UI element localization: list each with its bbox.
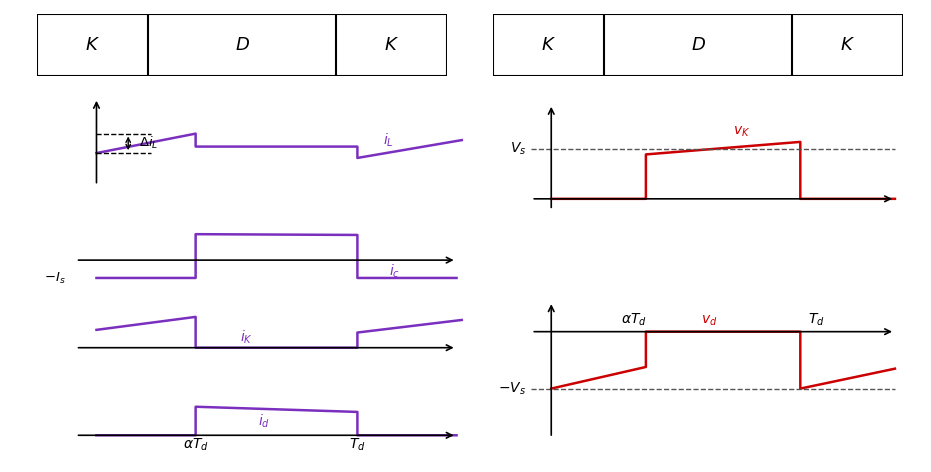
Text: $K$: $K$ <box>541 36 556 54</box>
Text: $\alpha T_d$: $\alpha T_d$ <box>182 437 209 453</box>
Text: $\Delta i_L$: $\Delta i_L$ <box>139 135 158 152</box>
Text: $v_K$: $v_K$ <box>733 125 750 139</box>
Text: $K$: $K$ <box>385 36 399 54</box>
Text: $\alpha T_d$: $\alpha T_d$ <box>620 312 646 328</box>
Text: $K$: $K$ <box>85 36 100 54</box>
Text: $i_L$: $i_L$ <box>384 131 394 149</box>
Text: $i_K$: $i_K$ <box>240 328 253 346</box>
Text: $D$: $D$ <box>235 36 250 54</box>
Text: $v_d$: $v_d$ <box>701 313 717 328</box>
Text: $i_d$: $i_d$ <box>258 413 270 430</box>
Text: $D$: $D$ <box>691 36 706 54</box>
Text: $T_d$: $T_d$ <box>349 437 366 453</box>
Text: $K$: $K$ <box>841 36 856 54</box>
Text: $T_d$: $T_d$ <box>808 312 825 328</box>
Text: $-V_s$: $-V_s$ <box>498 380 526 397</box>
Text: $V_s$: $V_s$ <box>510 141 526 157</box>
Text: $i_c$: $i_c$ <box>389 262 399 280</box>
Text: $-I_s$: $-I_s$ <box>44 270 65 286</box>
